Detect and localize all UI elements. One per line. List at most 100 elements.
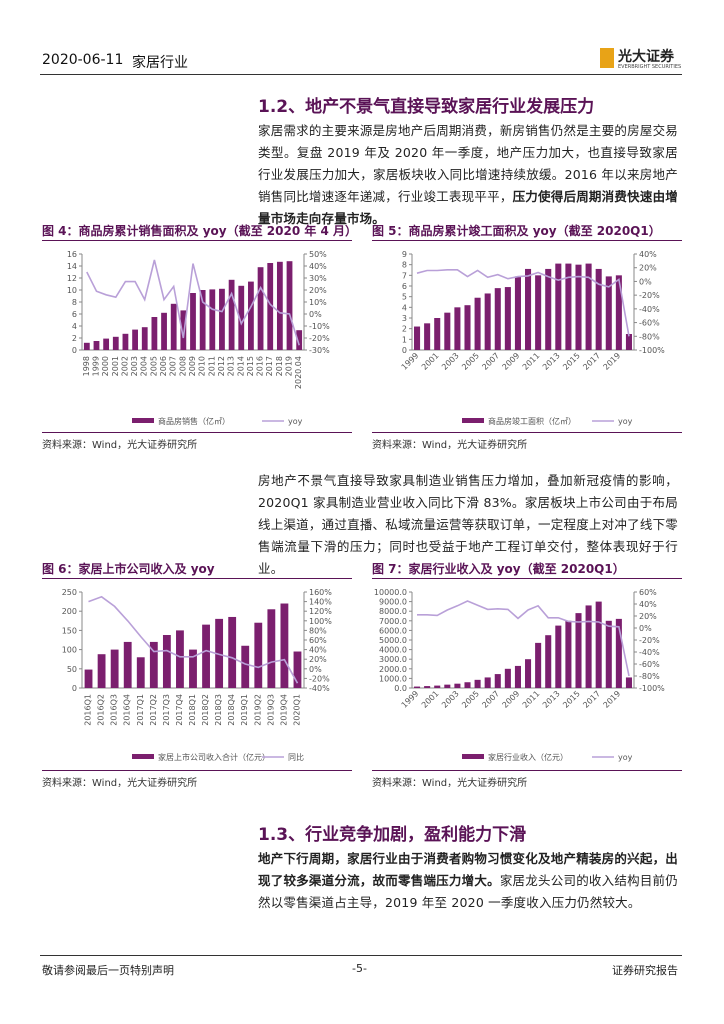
chart: 0 50 100 150 200 250 -40%-20%0%20%40%60%80%100… bbox=[62, 588, 333, 762]
y2-tick-label: 60% bbox=[639, 588, 657, 597]
text: 家居龙头公司的收入结构目前仍然以零售渠道占主导，2019 年至 2020 一季度… bbox=[258, 873, 678, 910]
bar bbox=[238, 285, 245, 350]
x-tick-label: 2000 bbox=[101, 356, 110, 376]
y2-tick-label: 40% bbox=[309, 646, 327, 655]
x-tick-label: 2005 bbox=[460, 689, 481, 710]
bar bbox=[293, 651, 302, 688]
bold-text: 地产下行周期，家居行业由于消费者购物习惯变化及地产精装房的兴起，出现了较多渠道分… bbox=[258, 851, 678, 888]
bar bbox=[545, 635, 552, 688]
x-tick-label: 2018Q4 bbox=[227, 694, 236, 726]
legend-label: yoy bbox=[618, 753, 633, 762]
y-tick-label: 250 bbox=[62, 588, 77, 597]
x-tick-label: 2018Q1 bbox=[188, 694, 197, 726]
bar bbox=[504, 668, 511, 688]
y2-tick-label: 50% bbox=[309, 250, 327, 259]
bar bbox=[595, 601, 602, 688]
x-tick-label: 2008 bbox=[178, 356, 187, 376]
bar bbox=[241, 645, 250, 688]
x-tick-label: 2019Q2 bbox=[253, 694, 262, 726]
y-tick-label: 0.0 bbox=[394, 684, 407, 693]
page-number: -5- bbox=[352, 962, 367, 975]
y-tick-label: 16 bbox=[67, 250, 77, 259]
y2-tick-label: 30% bbox=[309, 274, 327, 283]
caption-rule bbox=[372, 578, 682, 579]
x-tick-label: 2016Q2 bbox=[97, 694, 106, 726]
x-tick-label: 2003 bbox=[130, 356, 139, 376]
y-tick-label: 4 bbox=[402, 303, 407, 312]
bar bbox=[494, 288, 501, 350]
bar bbox=[615, 275, 622, 350]
bar bbox=[474, 679, 481, 688]
section-heading: 1.3、行业竞争加剧，盈利能力下滑 bbox=[258, 825, 527, 845]
x-tick-label: 2016Q3 bbox=[110, 694, 119, 726]
y2-tick-label: 20% bbox=[309, 286, 327, 295]
bar bbox=[136, 657, 145, 688]
y-tick-label: 100 bbox=[62, 646, 77, 655]
x-tick-label: 2006 bbox=[159, 356, 168, 376]
legend-swatch bbox=[462, 418, 484, 423]
bar bbox=[555, 625, 562, 688]
line bbox=[416, 269, 630, 337]
bar bbox=[444, 684, 451, 688]
x-tick-label: 2015 bbox=[246, 356, 255, 376]
bar bbox=[84, 669, 93, 688]
bar bbox=[149, 641, 158, 688]
x-tick-label: 2017Q2 bbox=[149, 694, 158, 726]
bar bbox=[484, 293, 491, 350]
y2-tick-label: -40% bbox=[639, 648, 660, 657]
y2-tick-label: 0% bbox=[309, 310, 322, 319]
text: 家居需求的主要来源是房地产后周期消费，新房销售仍然是主要的房屋交易类型。复盘 2… bbox=[258, 123, 678, 204]
bar bbox=[605, 276, 612, 350]
y-tick-label: 5000.0 bbox=[379, 636, 407, 645]
industry: 家居行业 bbox=[132, 55, 188, 71]
bar bbox=[141, 327, 148, 350]
y2-tick-label: -20% bbox=[639, 636, 660, 645]
bar bbox=[132, 329, 138, 350]
bar bbox=[267, 263, 274, 350]
caption-rule bbox=[372, 240, 682, 241]
source: 资料来源：Wind，光大证券研究所 bbox=[42, 778, 198, 789]
y2-tick-label: 140% bbox=[309, 598, 332, 607]
bar bbox=[103, 338, 110, 350]
bar bbox=[575, 264, 582, 350]
source: 资料来源：Wind，光大证券研究所 bbox=[372, 778, 528, 789]
caption-rule bbox=[42, 578, 352, 579]
bar bbox=[615, 618, 622, 688]
y2-tick-label: 10% bbox=[309, 298, 327, 307]
y-tick-label: 0 bbox=[402, 346, 407, 355]
legend-label: 家居上市公司收入合计（亿元） bbox=[158, 752, 270, 762]
y-tick-label: 4000.0 bbox=[379, 646, 407, 655]
bar bbox=[565, 263, 572, 350]
y2-tick-label: 20% bbox=[639, 264, 657, 273]
x-tick-label: 2010 bbox=[198, 356, 207, 376]
x-tick-label: 2003 bbox=[440, 689, 461, 710]
x-tick-label: 2013 bbox=[541, 689, 562, 710]
y-tick-label: 6 bbox=[72, 310, 77, 319]
x-tick-label: 2016Q1 bbox=[84, 694, 93, 726]
y2-tick-label: 60% bbox=[309, 636, 327, 645]
y2-tick-label: 0% bbox=[309, 665, 322, 674]
y-tick-label: 50 bbox=[67, 665, 77, 674]
y2-tick-label: 80% bbox=[309, 626, 327, 635]
bar bbox=[215, 618, 224, 688]
y-tick-label: 2 bbox=[72, 334, 77, 343]
legend-swatch bbox=[132, 418, 154, 423]
x-tick-label: 2001 bbox=[420, 351, 441, 372]
x-tick-label: 2015 bbox=[561, 689, 582, 710]
y-tick-label: 4 bbox=[72, 322, 77, 331]
paragraph: 房地产不景气直接导致家具制造业销售压力增加，叠加新冠疫情的影响，2020Q1 家… bbox=[258, 473, 678, 576]
y2-tick-label: -10% bbox=[309, 322, 330, 331]
y2-tick-label: -20% bbox=[639, 291, 660, 300]
bar bbox=[228, 279, 235, 350]
bar bbox=[162, 635, 171, 688]
paragraph: 家居需求的主要来源是房地产后周期消费，新房销售仍然是主要的房屋交易类型。复盘 2… bbox=[258, 120, 678, 230]
y-tick-label: 12 bbox=[67, 274, 77, 283]
source: 资料来源：Wind，光大证券研究所 bbox=[372, 440, 528, 451]
bar bbox=[585, 605, 592, 688]
y-tick-label: 0 bbox=[72, 684, 77, 693]
figure-caption: 图 7：家居行业收入及 yoy（截至 2020Q1） bbox=[372, 562, 625, 576]
x-tick-label: 2017Q3 bbox=[162, 694, 171, 726]
bar bbox=[248, 281, 254, 350]
x-tick-label: 2019Q4 bbox=[279, 694, 288, 726]
